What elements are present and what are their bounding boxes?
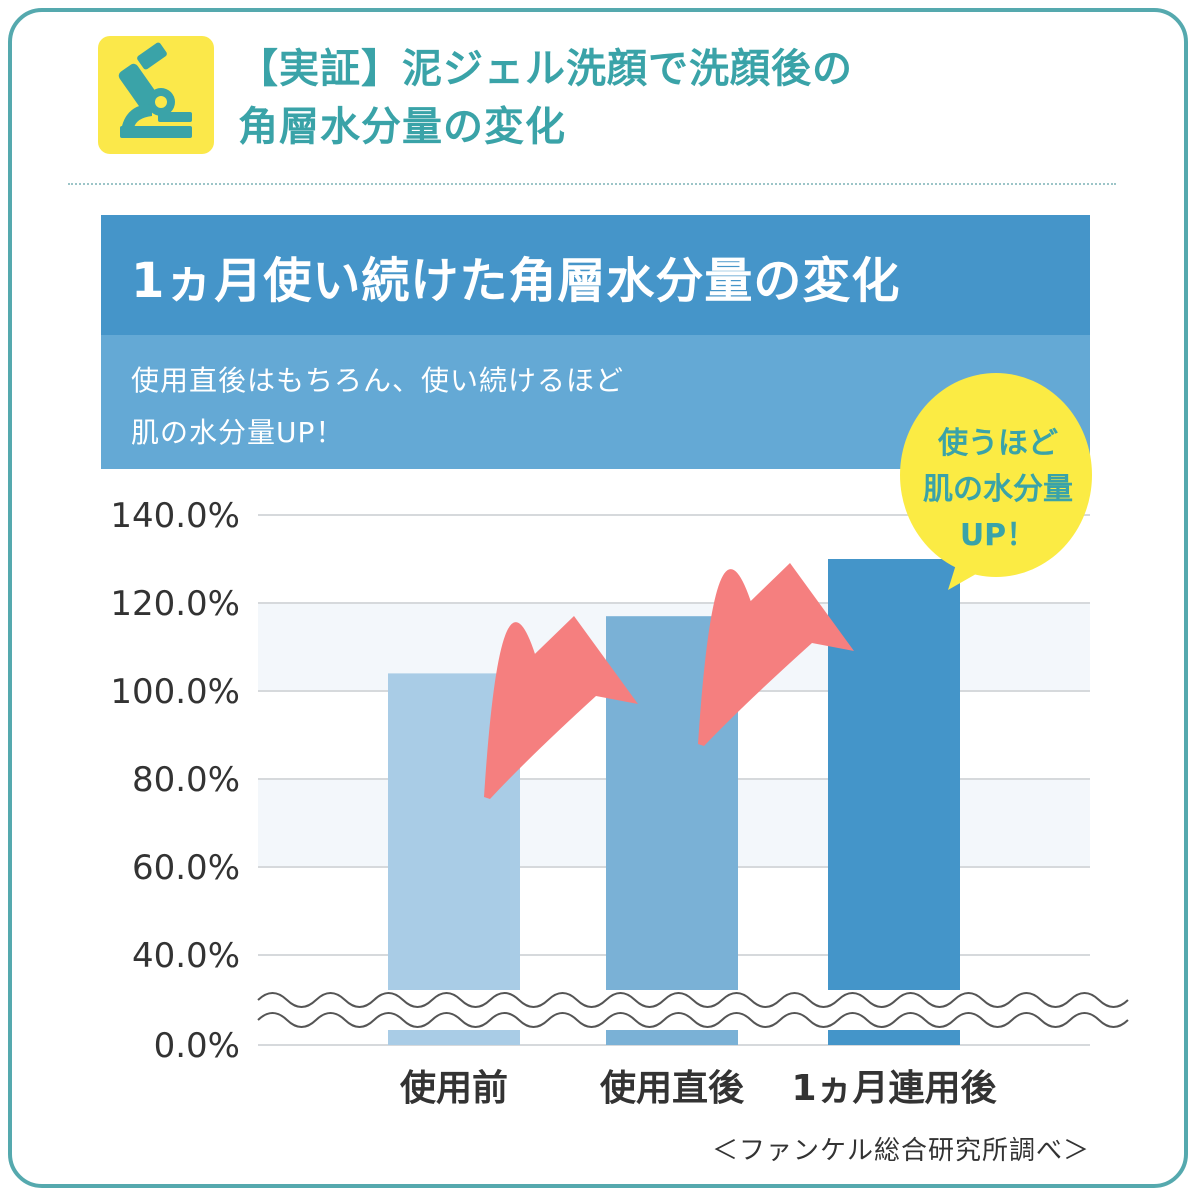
callout-bubble: 使うほど 肌の水分量 UP！	[900, 373, 1092, 590]
chart-title: 1ヵ月使い続けた角層水分量の変化	[131, 253, 901, 309]
y-tick-label: 100.0%	[110, 672, 240, 712]
callout-line-3: UP！	[960, 518, 1036, 553]
title-line-2: 角層水分量の変化	[238, 104, 566, 150]
callout-line-2: 肌の水分量	[923, 472, 1073, 507]
y-tick-label: 0.0%	[154, 1026, 240, 1066]
data-source-note: ＜ファンケル総合研究所調べ＞	[711, 1136, 1090, 1166]
x-category-label: 使用直後	[600, 1068, 745, 1109]
chart-subtitle-line-2: 肌の水分量UP！	[131, 416, 345, 449]
y-tick-label: 120.0%	[110, 584, 240, 624]
microscope-icon	[98, 36, 214, 154]
title-line-1: 【実証】泥ジェル洗顔で洗顔後の	[238, 46, 853, 92]
axis-break	[253, 990, 1129, 1030]
callout-line-1: 使うほど	[937, 426, 1058, 461]
y-tick-label: 40.0%	[132, 936, 240, 976]
x-category-label: 使用前	[400, 1068, 508, 1109]
y-tick-label: 80.0%	[132, 760, 240, 800]
page-title: 【実証】泥ジェル洗顔で洗顔後の 角層水分量の変化	[238, 40, 1138, 156]
y-tick-label: 60.0%	[132, 848, 240, 888]
x-category-label: 1ヵ月連用後	[791, 1068, 997, 1109]
up-arrow-2	[698, 563, 854, 746]
up-arrow-1	[484, 616, 638, 799]
chart-banner: 1ヵ月使い続けた角層水分量の変化	[101, 215, 1090, 335]
dotted-divider	[68, 183, 1116, 185]
bar-3	[828, 559, 960, 1045]
y-tick-label: 140.0%	[110, 496, 240, 536]
chart-subtitle-line-1: 使用直後はもちろん、使い続けるほど	[131, 364, 625, 397]
